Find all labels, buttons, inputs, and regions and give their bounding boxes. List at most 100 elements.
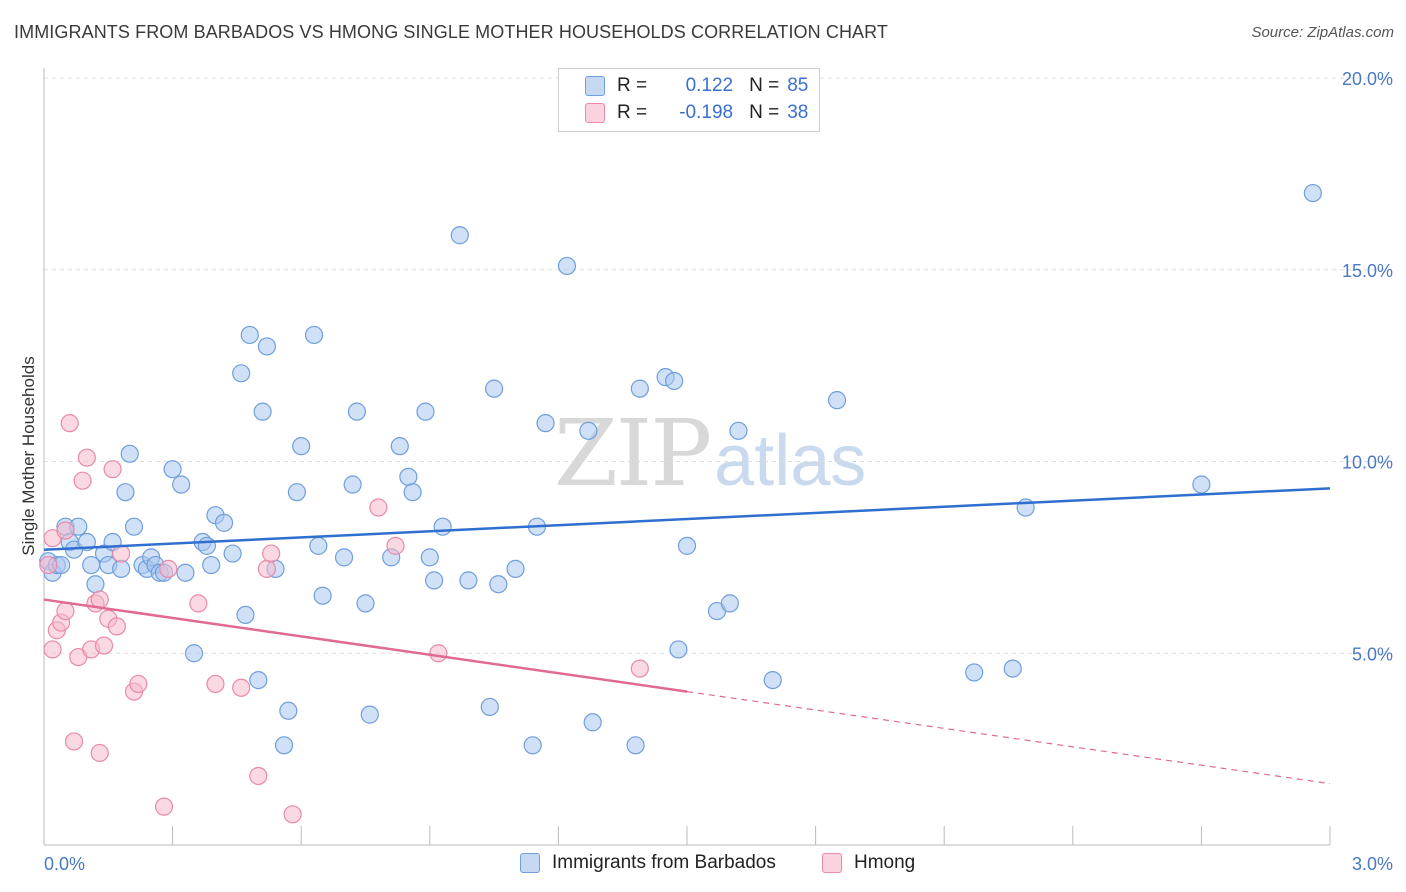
stats-row-barbados: R = 0.122 N = 85 (585, 74, 808, 98)
axes (43, 68, 1331, 846)
point-hmong (64, 732, 84, 751)
trend-line-hmong-extension (686, 691, 1331, 785)
point-hmong (43, 640, 62, 659)
point-barbados (309, 536, 328, 555)
legend-swatch-blue (520, 853, 540, 873)
point-barbados (240, 325, 259, 345)
point-barbados (172, 475, 191, 494)
y-tick-label: 15.0% (1342, 261, 1393, 281)
point-barbados (274, 736, 294, 755)
point-hmong (386, 536, 405, 555)
point-barbados (489, 575, 508, 594)
point-barbados (287, 483, 307, 502)
point-barbados (827, 391, 847, 410)
point-hmong (77, 448, 96, 467)
point-hmong (369, 498, 388, 517)
point-hmong (56, 521, 75, 540)
source-credit: Source: ZipAtlas.com (1251, 24, 1394, 41)
legend-item-barbados: Immigrants from Barbados (520, 852, 776, 874)
point-barbados (965, 663, 984, 682)
tick-labels: 5.0% 10.0% 15.0% 20.0% 0.0% 3.0% (44, 69, 1393, 874)
point-barbados (223, 544, 242, 563)
data-points (39, 183, 1322, 824)
point-hmong (429, 644, 448, 663)
point-barbados (630, 379, 649, 398)
r-label: R = (617, 102, 648, 123)
r-value: -0.198 (679, 102, 734, 123)
point-barbados (116, 483, 135, 502)
point-barbados (416, 402, 435, 421)
x-tick-label: 3.0% (1352, 854, 1393, 874)
y-tick-label: 10.0% (1342, 453, 1393, 473)
r-value: 0.122 (685, 75, 734, 96)
point-barbados (480, 697, 499, 717)
point-barbados (163, 460, 182, 479)
n-label: N = (749, 102, 780, 123)
point-barbados (583, 713, 602, 732)
point-hmong (112, 544, 131, 563)
point-barbados (677, 536, 697, 555)
stats-row-hmong: R = -0.198 N = 38 (585, 101, 808, 125)
point-barbados (557, 256, 577, 276)
point-barbados (523, 736, 542, 755)
n-label: N = (749, 75, 780, 96)
r-label: R = (617, 75, 648, 96)
point-barbados (390, 437, 409, 456)
point-barbados (450, 226, 469, 245)
point-barbados (304, 325, 324, 345)
point-barbados (86, 575, 105, 594)
point-barbados (729, 421, 748, 440)
legend-label: Hmong (854, 852, 916, 873)
point-barbados (249, 670, 268, 690)
point-barbados (626, 736, 645, 755)
point-hmong (154, 797, 174, 816)
point-hmong (189, 594, 208, 613)
point-barbados (403, 483, 422, 502)
point-barbados (763, 670, 782, 690)
point-barbados (579, 421, 598, 440)
point-hmong (283, 805, 302, 824)
point-barbados (257, 337, 277, 356)
point-barbados (1003, 659, 1022, 678)
n-value: 38 (787, 102, 809, 123)
point-barbados (124, 517, 144, 536)
point-hmong (257, 559, 277, 578)
point-barbados (356, 594, 375, 613)
legend-swatch-blue (585, 76, 605, 96)
point-barbados (506, 559, 525, 578)
point-barbados (120, 444, 139, 463)
point-hmong (94, 636, 114, 655)
point-barbados (485, 379, 504, 398)
point-barbados (420, 548, 439, 567)
trend-line-barbados (43, 487, 1331, 551)
trend-lines (43, 487, 1331, 785)
point-barbados (202, 555, 221, 575)
point-barbados (112, 559, 131, 578)
trend-line-hmong (43, 598, 688, 693)
y-tick-label: 5.0% (1352, 644, 1393, 664)
point-hmong (206, 674, 225, 694)
point-barbados (424, 571, 444, 590)
point-barbados (232, 364, 251, 383)
point-barbados (197, 536, 216, 555)
point-hmong (60, 414, 79, 433)
point-hmong (249, 766, 268, 786)
point-barbados (665, 371, 684, 391)
x-tick-label: 0.0% (44, 854, 85, 874)
point-barbados (1303, 183, 1322, 203)
y-axis-label: Single Mother Households (19, 356, 38, 555)
point-barbados (176, 563, 195, 582)
point-hmong (90, 743, 109, 763)
point-barbados (313, 586, 332, 605)
point-barbados (720, 594, 739, 613)
n-value: 85 (787, 75, 809, 96)
point-barbados (253, 402, 272, 421)
point-hmong (107, 617, 126, 636)
stats-legend: R = 0.122 N = 85 R = -0.198 N = 38 (558, 68, 820, 132)
chart-title: IMMIGRANTS FROM BARBADOS VS HMONG SINGLE… (14, 22, 889, 42)
point-hmong (39, 555, 58, 575)
y-tick-label: 20.0% (1342, 69, 1393, 89)
point-barbados (279, 701, 298, 720)
legend-swatch-pink (822, 853, 842, 873)
point-barbados (214, 513, 234, 532)
